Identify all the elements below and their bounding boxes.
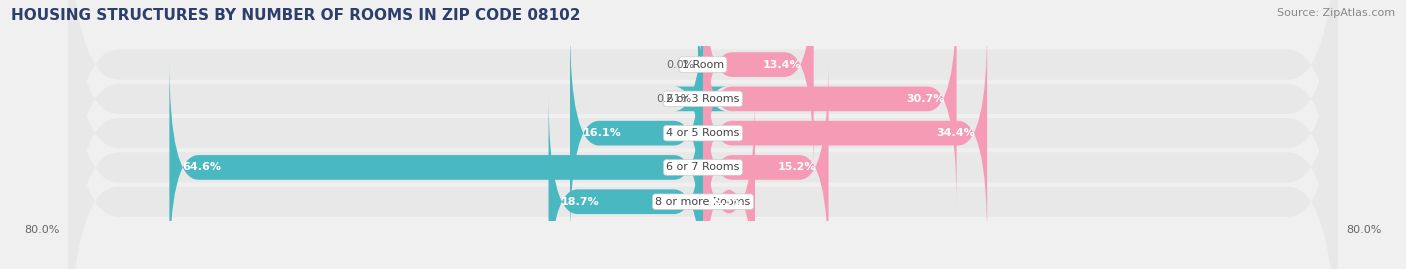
Text: 0.61%: 0.61% bbox=[657, 94, 692, 104]
FancyBboxPatch shape bbox=[69, 11, 1337, 269]
Text: HOUSING STRUCTURES BY NUMBER OF ROOMS IN ZIP CODE 08102: HOUSING STRUCTURES BY NUMBER OF ROOMS IN… bbox=[11, 8, 581, 23]
Text: 64.6%: 64.6% bbox=[181, 162, 221, 172]
FancyBboxPatch shape bbox=[673, 0, 727, 207]
Text: 13.4%: 13.4% bbox=[762, 60, 801, 70]
FancyBboxPatch shape bbox=[569, 26, 703, 241]
Text: 34.4%: 34.4% bbox=[936, 128, 974, 138]
Text: 16.1%: 16.1% bbox=[582, 128, 621, 138]
Text: 15.2%: 15.2% bbox=[778, 162, 815, 172]
Text: 6.3%: 6.3% bbox=[711, 197, 742, 207]
Text: 1 Room: 1 Room bbox=[682, 60, 724, 70]
FancyBboxPatch shape bbox=[703, 60, 828, 269]
Text: 2 or 3 Rooms: 2 or 3 Rooms bbox=[666, 94, 740, 104]
FancyBboxPatch shape bbox=[169, 60, 703, 269]
FancyBboxPatch shape bbox=[703, 26, 987, 241]
FancyBboxPatch shape bbox=[548, 94, 703, 269]
Text: 8 or more Rooms: 8 or more Rooms bbox=[655, 197, 751, 207]
Text: 6 or 7 Rooms: 6 or 7 Rooms bbox=[666, 162, 740, 172]
Text: 0.0%: 0.0% bbox=[666, 60, 695, 70]
FancyBboxPatch shape bbox=[69, 0, 1337, 255]
FancyBboxPatch shape bbox=[69, 0, 1337, 269]
Text: 18.7%: 18.7% bbox=[561, 197, 599, 207]
FancyBboxPatch shape bbox=[69, 0, 1337, 269]
FancyBboxPatch shape bbox=[703, 0, 814, 172]
FancyBboxPatch shape bbox=[69, 0, 1337, 269]
FancyBboxPatch shape bbox=[703, 0, 956, 207]
Text: 4 or 5 Rooms: 4 or 5 Rooms bbox=[666, 128, 740, 138]
FancyBboxPatch shape bbox=[703, 94, 755, 269]
Text: 30.7%: 30.7% bbox=[905, 94, 945, 104]
Text: Source: ZipAtlas.com: Source: ZipAtlas.com bbox=[1277, 8, 1395, 18]
